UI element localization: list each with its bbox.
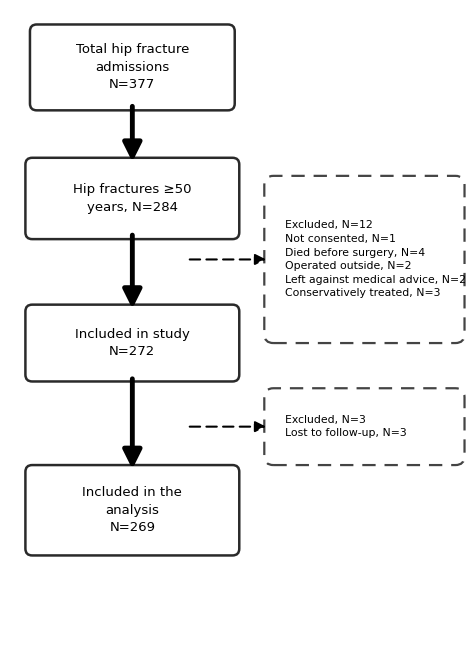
- FancyBboxPatch shape: [264, 176, 465, 343]
- Text: Excluded, N=3
Lost to follow-up, N=3: Excluded, N=3 Lost to follow-up, N=3: [285, 415, 407, 438]
- FancyBboxPatch shape: [26, 158, 239, 239]
- Text: Excluded, N=12
Not consented, N=1
Died before surgery, N=4
Operated outside, N=2: Excluded, N=12 Not consented, N=1 Died b…: [285, 221, 466, 299]
- Text: Hip fractures ≥50
years, N=284: Hip fractures ≥50 years, N=284: [73, 183, 191, 214]
- Text: Included in the
analysis
N=269: Included in the analysis N=269: [82, 486, 182, 534]
- FancyBboxPatch shape: [264, 388, 465, 465]
- Text: Total hip fracture
admissions
N=377: Total hip fracture admissions N=377: [76, 43, 189, 92]
- FancyBboxPatch shape: [30, 24, 235, 110]
- FancyBboxPatch shape: [26, 304, 239, 382]
- Text: Included in study
N=272: Included in study N=272: [75, 328, 190, 358]
- FancyBboxPatch shape: [26, 465, 239, 556]
